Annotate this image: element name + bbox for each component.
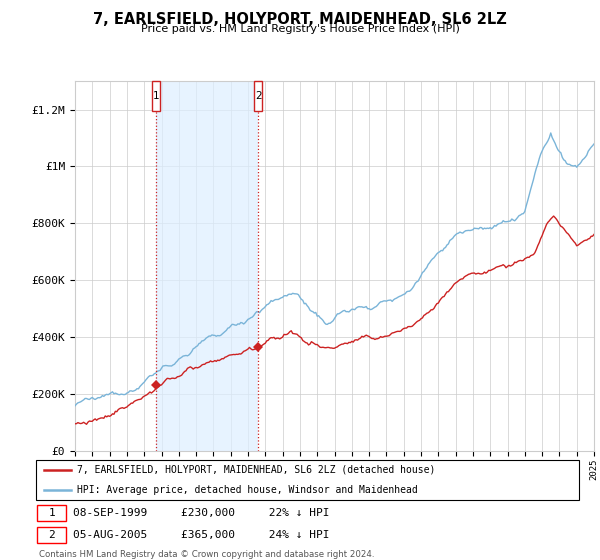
Text: 7, EARLSFIELD, HOLYPORT, MAIDENHEAD, SL6 2LZ: 7, EARLSFIELD, HOLYPORT, MAIDENHEAD, SL6… [93, 12, 507, 27]
Text: 7, EARLSFIELD, HOLYPORT, MAIDENHEAD, SL6 2LZ (detached house): 7, EARLSFIELD, HOLYPORT, MAIDENHEAD, SL6… [77, 465, 435, 475]
Text: 2: 2 [255, 91, 262, 101]
Bar [156, 81, 258, 451]
Text: 1: 1 [49, 508, 55, 518]
Bar [37, 505, 67, 521]
Text: 1: 1 [153, 91, 160, 101]
Text: Price paid vs. HM Land Registry's House Price Index (HPI): Price paid vs. HM Land Registry's House … [140, 24, 460, 34]
Text: 08-SEP-1999     £230,000     22% ↓ HPI: 08-SEP-1999 £230,000 22% ↓ HPI [73, 508, 329, 518]
Bar [37, 527, 67, 543]
Bar [152, 81, 160, 111]
Text: 2: 2 [49, 530, 55, 540]
Text: HPI: Average price, detached house, Windsor and Maidenhead: HPI: Average price, detached house, Wind… [77, 485, 418, 494]
Text: 05-AUG-2005     £365,000     24% ↓ HPI: 05-AUG-2005 £365,000 24% ↓ HPI [73, 530, 329, 540]
Text: Contains HM Land Registry data © Crown copyright and database right 2024.
This d: Contains HM Land Registry data © Crown c… [39, 550, 374, 560]
Bar [254, 81, 262, 111]
